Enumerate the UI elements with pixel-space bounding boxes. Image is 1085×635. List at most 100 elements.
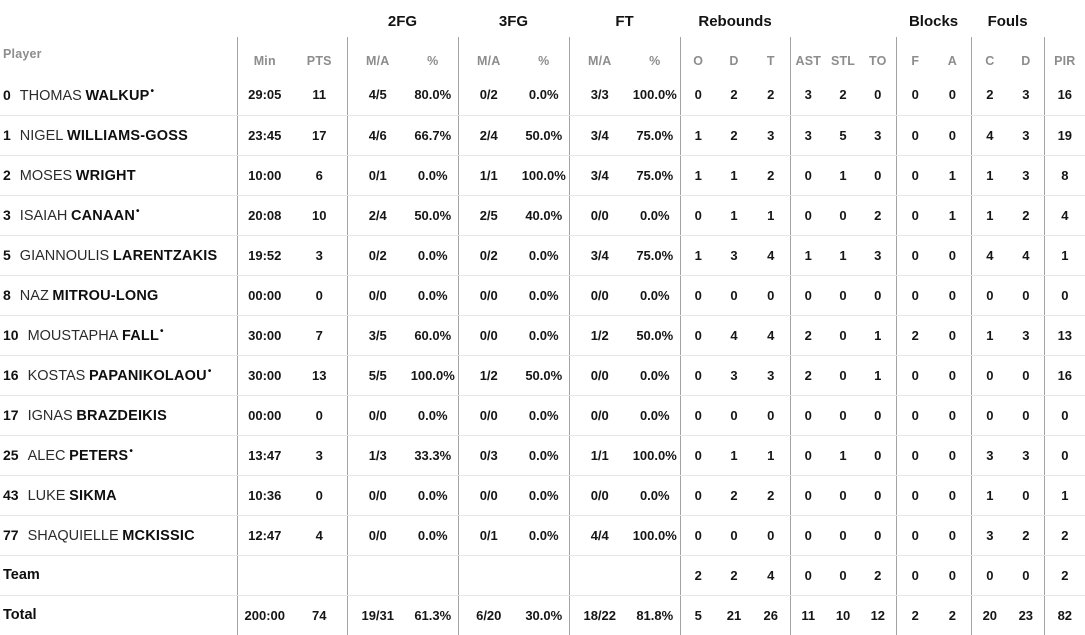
stat-reb-t: 2 [752, 75, 791, 116]
stat-ast: 11 [789, 595, 827, 635]
stat-reb-t: 4 [752, 315, 791, 356]
jersey-number: 16 [3, 367, 19, 383]
stat-reb-t: 26 [763, 607, 779, 623]
stat-blk-a: 0 [934, 115, 972, 156]
stat-blk-a: 0 [934, 235, 972, 276]
stat-pir: 16 [1043, 75, 1085, 116]
stat-blk-a: 0 [934, 75, 972, 116]
jersey-number: 2 [3, 166, 11, 183]
stat-reb-o: 0 [679, 75, 717, 116]
stat-pir: 0 [1043, 435, 1085, 476]
starter-dot-icon: • [160, 326, 164, 337]
stat-3fg-ma: 1/2 [457, 355, 519, 396]
stat-reb-d: 2 [716, 475, 753, 516]
stat-reb-t: 2 [752, 475, 791, 516]
col-header-pts: PTS [306, 54, 332, 68]
stat-3fg-ma: 1/1 [457, 155, 519, 196]
team-row: Team 2 2 4 0 0 2 0 0 0 0 2 [0, 555, 1085, 596]
stat-stl: 2 [826, 75, 861, 116]
stat-ft-pct: 100.0% [630, 435, 681, 476]
stat-blk-f: 0 [895, 355, 935, 396]
stat-2fg-pct: 66.7% [408, 115, 458, 156]
stat-pts: 0 [292, 475, 347, 516]
player-last-name: SIKMA [69, 487, 117, 504]
stat-foul-d: 3 [1008, 155, 1045, 196]
stat-pir: 16 [1043, 355, 1085, 396]
stat-blk-a: 1 [934, 155, 972, 196]
jersey-number: 17 [3, 406, 19, 423]
stat-blk-f: 2 [895, 595, 935, 635]
player-last-name: FALL [121, 328, 160, 344]
stat-3fg-ma: 0/0 [457, 395, 519, 436]
player-first-name: KOSTAS [27, 368, 86, 384]
stat-3fg-ma: 2/4 [457, 115, 519, 156]
stat-3fg-pct: 0.0% [519, 515, 569, 556]
stat-pir: 4 [1043, 195, 1085, 236]
stat-foul-d: 3 [1008, 435, 1045, 476]
stat-reb-t: 4 [752, 555, 791, 596]
stat-min: 19:52 [236, 235, 292, 276]
stat-reb-t: 4 [752, 235, 791, 276]
stat-3fg-pct: 50.0% [519, 355, 569, 396]
stat-foul-d: 2 [1008, 195, 1045, 236]
player-first-name: MOUSTAPHA [27, 328, 119, 344]
stat-stl: 10 [835, 607, 851, 623]
stat-2fg-ma: 5/5 [346, 355, 408, 396]
stat-stl: 1 [826, 155, 861, 196]
stat-pts: 3 [292, 235, 347, 276]
player-cell: 77 SHAQUIELLE MCKISSIC [0, 515, 237, 556]
player-cell: 25 ALEC PETERS• [0, 435, 237, 476]
stat-3fg-pct: 0.0% [519, 235, 569, 276]
col-header-2fg-ma: M/A [346, 37, 408, 75]
stat-reb-o: 0 [679, 275, 717, 316]
player-row: 5 GIANNOULIS LARENTZAKIS 19:52 3 0/2 0.0% 0/2 0… [0, 235, 1085, 276]
stat-pir: 82 [1043, 595, 1085, 635]
stat-ast: 1 [789, 235, 827, 276]
stat-to: 0 [860, 275, 897, 316]
player-cell: Total [0, 595, 237, 635]
stat-2fg-pct [408, 555, 458, 596]
stat-ft-ma: 3/3 [568, 75, 630, 116]
player-row: 16 KOSTAS PAPANIKOLAOU• 30:00 13 5/5 100.0% 1/… [0, 355, 1085, 396]
stat-pts: 10 [292, 195, 347, 236]
stat-reb-t: 3 [752, 355, 791, 396]
jersey-number: 1 [3, 126, 11, 143]
stat-to: 3 [860, 235, 897, 276]
stat-blk-a: 0 [934, 555, 972, 596]
stat-reb-d: 21 [726, 607, 742, 623]
stat-2fg-ma: 0/0 [346, 275, 408, 316]
starter-dot-icon: • [129, 446, 133, 457]
starter-dot-icon: • [207, 366, 212, 377]
player-cell: 8 NAZ MITROU-LONG [0, 275, 237, 316]
stat-pts: 11 [292, 75, 347, 116]
stat-stl: 0 [826, 395, 861, 436]
stat-reb-o: 0 [679, 195, 717, 236]
stat-ast: 0 [789, 515, 827, 556]
stat-ft-ma: 1/2 [568, 315, 630, 356]
stat-pir: 0 [1043, 275, 1085, 316]
stat-3fg-pct: 0.0% [519, 395, 569, 436]
player-first-name: ISAIAH [19, 208, 68, 224]
stat-blk-f: 0 [895, 435, 935, 476]
group-header-3fg: 3FG [498, 13, 529, 30]
stat-pts [292, 555, 347, 596]
stat-foul-d: 3 [1008, 115, 1045, 156]
player-row: 10 MOUSTAPHA FALL• 30:00 7 3/5 60.0% 0/0 0.0% 1/… [0, 315, 1085, 356]
stat-stl: 0 [826, 475, 861, 516]
group-header-blocks: Blocks [908, 13, 959, 30]
col-header-reb-o: O [679, 37, 717, 75]
stat-3fg-ma: 0/2 [457, 75, 519, 116]
stat-min: 23:45 [236, 115, 292, 156]
player-row: 3 ISAIAH CANAAN• 20:08 10 2/4 50.0% 2/5 40.0% 0/… [0, 195, 1085, 236]
stat-blk-f: 0 [895, 475, 935, 516]
col-header-reb-d: D [729, 54, 739, 68]
player-row: 77 SHAQUIELLE MCKISSIC 12:47 4 0/0 0.0% 0/1 0.0… [0, 515, 1085, 556]
stat-blk-f: 0 [895, 75, 935, 116]
stat-foul-c: 1 [970, 475, 1009, 516]
stat-min: 10:36 [236, 475, 292, 516]
stat-2fg-ma: 19/31 [346, 595, 408, 635]
jersey-number: 43 [3, 486, 19, 503]
row-label: Total [3, 607, 37, 624]
stat-ft-ma: 0/0 [568, 395, 630, 436]
stat-foul-c: 0 [970, 395, 1009, 436]
